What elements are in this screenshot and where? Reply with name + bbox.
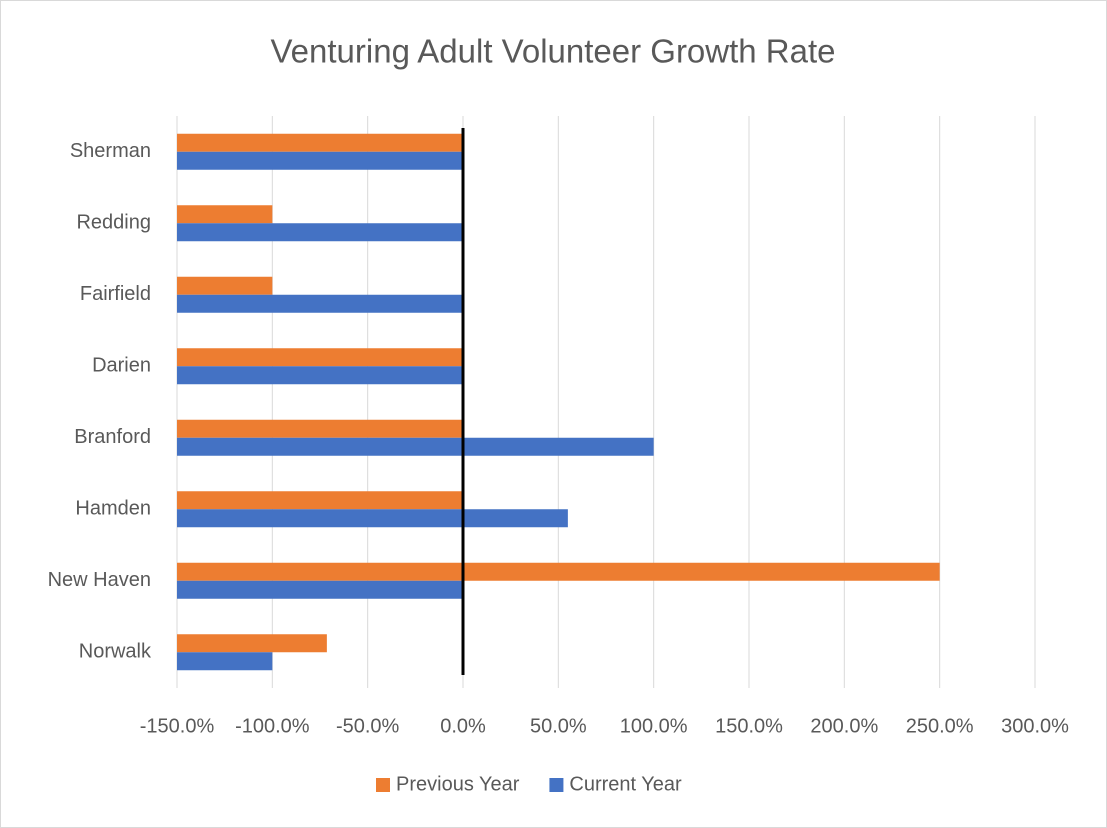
x-tick-label: 100.0% xyxy=(620,715,688,737)
bar xyxy=(177,419,463,438)
y-tick-label: Fairfield xyxy=(80,283,151,305)
x-tick-label: 0.0% xyxy=(440,715,486,737)
bar xyxy=(177,491,463,510)
bar xyxy=(177,366,463,385)
bar xyxy=(177,437,654,456)
legend-swatch xyxy=(376,778,390,792)
bar xyxy=(177,205,273,224)
y-tick-label: New Haven xyxy=(48,569,151,591)
bar xyxy=(177,348,463,367)
bar xyxy=(177,634,327,653)
bar xyxy=(177,133,463,152)
y-tick-label: Norwalk xyxy=(79,641,152,663)
x-tick-label: 300.0% xyxy=(1001,715,1069,737)
x-tick-label: -150.0% xyxy=(140,715,215,737)
bar xyxy=(177,276,273,295)
y-tick-label: Darien xyxy=(92,355,151,377)
chart-title: Venturing Adult Volunteer Growth Rate xyxy=(270,33,835,70)
y-tick-label: Redding xyxy=(76,212,151,234)
legend-swatch xyxy=(549,778,564,792)
y-tick-label: Sherman xyxy=(70,140,151,162)
x-tick-label: 50.0% xyxy=(530,715,587,737)
bar xyxy=(177,562,940,581)
x-tick-label: 250.0% xyxy=(906,715,974,737)
bar xyxy=(177,652,273,671)
bar xyxy=(177,223,463,242)
legend-label: Previous Year xyxy=(396,773,520,795)
x-tick-label: -50.0% xyxy=(336,715,400,737)
x-tick-label: 150.0% xyxy=(715,715,783,737)
bar xyxy=(177,151,463,170)
y-tick-label: Hamden xyxy=(75,498,151,520)
x-tick-label: -100.0% xyxy=(235,715,310,737)
bar xyxy=(177,294,463,313)
x-tick-label: 200.0% xyxy=(810,715,878,737)
bar xyxy=(177,509,568,528)
y-tick-label: Branford xyxy=(74,426,151,448)
legend-label: Current Year xyxy=(569,773,682,795)
bar xyxy=(177,580,463,599)
